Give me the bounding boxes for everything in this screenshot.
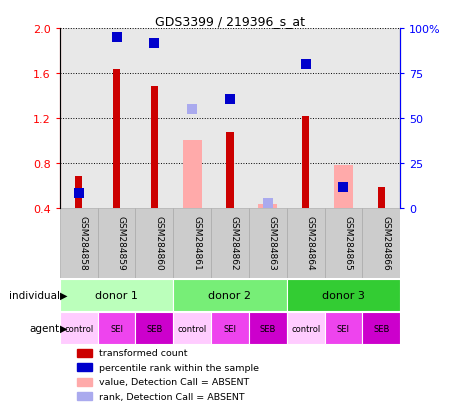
Bar xyxy=(60,312,97,344)
Bar xyxy=(97,312,135,344)
Bar xyxy=(135,29,173,208)
Point xyxy=(226,96,233,103)
Bar xyxy=(333,166,352,208)
Bar xyxy=(150,87,158,208)
Text: SEB: SEB xyxy=(146,324,162,333)
Text: control: control xyxy=(177,324,207,333)
Text: GSM284866: GSM284866 xyxy=(381,216,389,271)
Bar xyxy=(97,208,135,278)
Text: SEI: SEI xyxy=(110,324,123,333)
Text: GSM284858: GSM284858 xyxy=(78,216,88,271)
Point xyxy=(263,200,271,207)
Text: individual: individual xyxy=(9,290,60,300)
Bar xyxy=(211,29,248,208)
Text: control: control xyxy=(64,324,93,333)
Bar xyxy=(324,312,362,344)
Text: GSM284862: GSM284862 xyxy=(230,216,239,271)
Bar xyxy=(60,29,97,208)
Text: rank, Detection Call = ABSENT: rank, Detection Call = ABSENT xyxy=(99,392,244,401)
Text: ▶: ▶ xyxy=(60,290,67,300)
Bar xyxy=(77,392,92,400)
Bar xyxy=(362,312,399,344)
Bar xyxy=(173,312,211,344)
Text: GSM284864: GSM284864 xyxy=(305,216,314,271)
Text: percentile rank within the sample: percentile rank within the sample xyxy=(99,363,258,372)
Bar xyxy=(97,29,135,208)
Text: SEB: SEB xyxy=(259,324,275,333)
Text: donor 3: donor 3 xyxy=(321,290,364,300)
Bar xyxy=(173,29,211,208)
Point xyxy=(188,106,196,113)
Text: GSM284863: GSM284863 xyxy=(267,216,276,271)
Bar xyxy=(211,208,248,278)
Text: GSM284859: GSM284859 xyxy=(116,216,125,271)
Bar xyxy=(324,29,362,208)
Bar xyxy=(135,208,173,278)
Point xyxy=(112,35,120,41)
Bar xyxy=(286,29,324,208)
Text: donor 2: donor 2 xyxy=(208,290,251,300)
Bar xyxy=(301,116,309,208)
Bar xyxy=(226,133,233,208)
Text: SEI: SEI xyxy=(336,324,349,333)
Point xyxy=(75,190,82,197)
Text: agent: agent xyxy=(30,323,60,333)
Bar xyxy=(258,205,277,208)
Text: value, Detection Call = ABSENT: value, Detection Call = ABSENT xyxy=(99,377,249,386)
Text: donor 1: donor 1 xyxy=(95,290,138,300)
Bar xyxy=(248,312,286,344)
Bar xyxy=(173,208,211,278)
Text: SEI: SEI xyxy=(223,324,236,333)
Bar xyxy=(75,177,82,208)
Text: GSM284860: GSM284860 xyxy=(154,216,163,271)
Bar xyxy=(60,208,97,278)
Text: control: control xyxy=(291,324,319,333)
Bar xyxy=(77,349,92,357)
Bar xyxy=(248,208,286,278)
Bar xyxy=(286,208,324,278)
Title: GDS3399 / 219396_s_at: GDS3399 / 219396_s_at xyxy=(155,15,304,28)
Bar xyxy=(377,188,384,208)
Bar xyxy=(211,312,248,344)
Bar xyxy=(286,279,399,311)
Text: GSM284861: GSM284861 xyxy=(192,216,201,271)
Bar xyxy=(248,29,286,208)
Bar xyxy=(77,363,92,371)
Bar xyxy=(362,208,399,278)
Bar xyxy=(135,312,173,344)
Bar xyxy=(77,377,92,386)
Point xyxy=(339,185,347,191)
Text: SEB: SEB xyxy=(372,324,389,333)
Text: transformed count: transformed count xyxy=(99,349,187,357)
Bar xyxy=(324,208,362,278)
Point xyxy=(301,62,308,68)
Text: ▶: ▶ xyxy=(60,323,67,333)
Point xyxy=(151,40,158,47)
Bar xyxy=(286,312,324,344)
Text: GSM284865: GSM284865 xyxy=(343,216,352,271)
Bar xyxy=(173,279,286,311)
Bar xyxy=(362,29,399,208)
Bar xyxy=(112,70,120,208)
Bar xyxy=(182,141,201,208)
Bar xyxy=(60,279,173,311)
